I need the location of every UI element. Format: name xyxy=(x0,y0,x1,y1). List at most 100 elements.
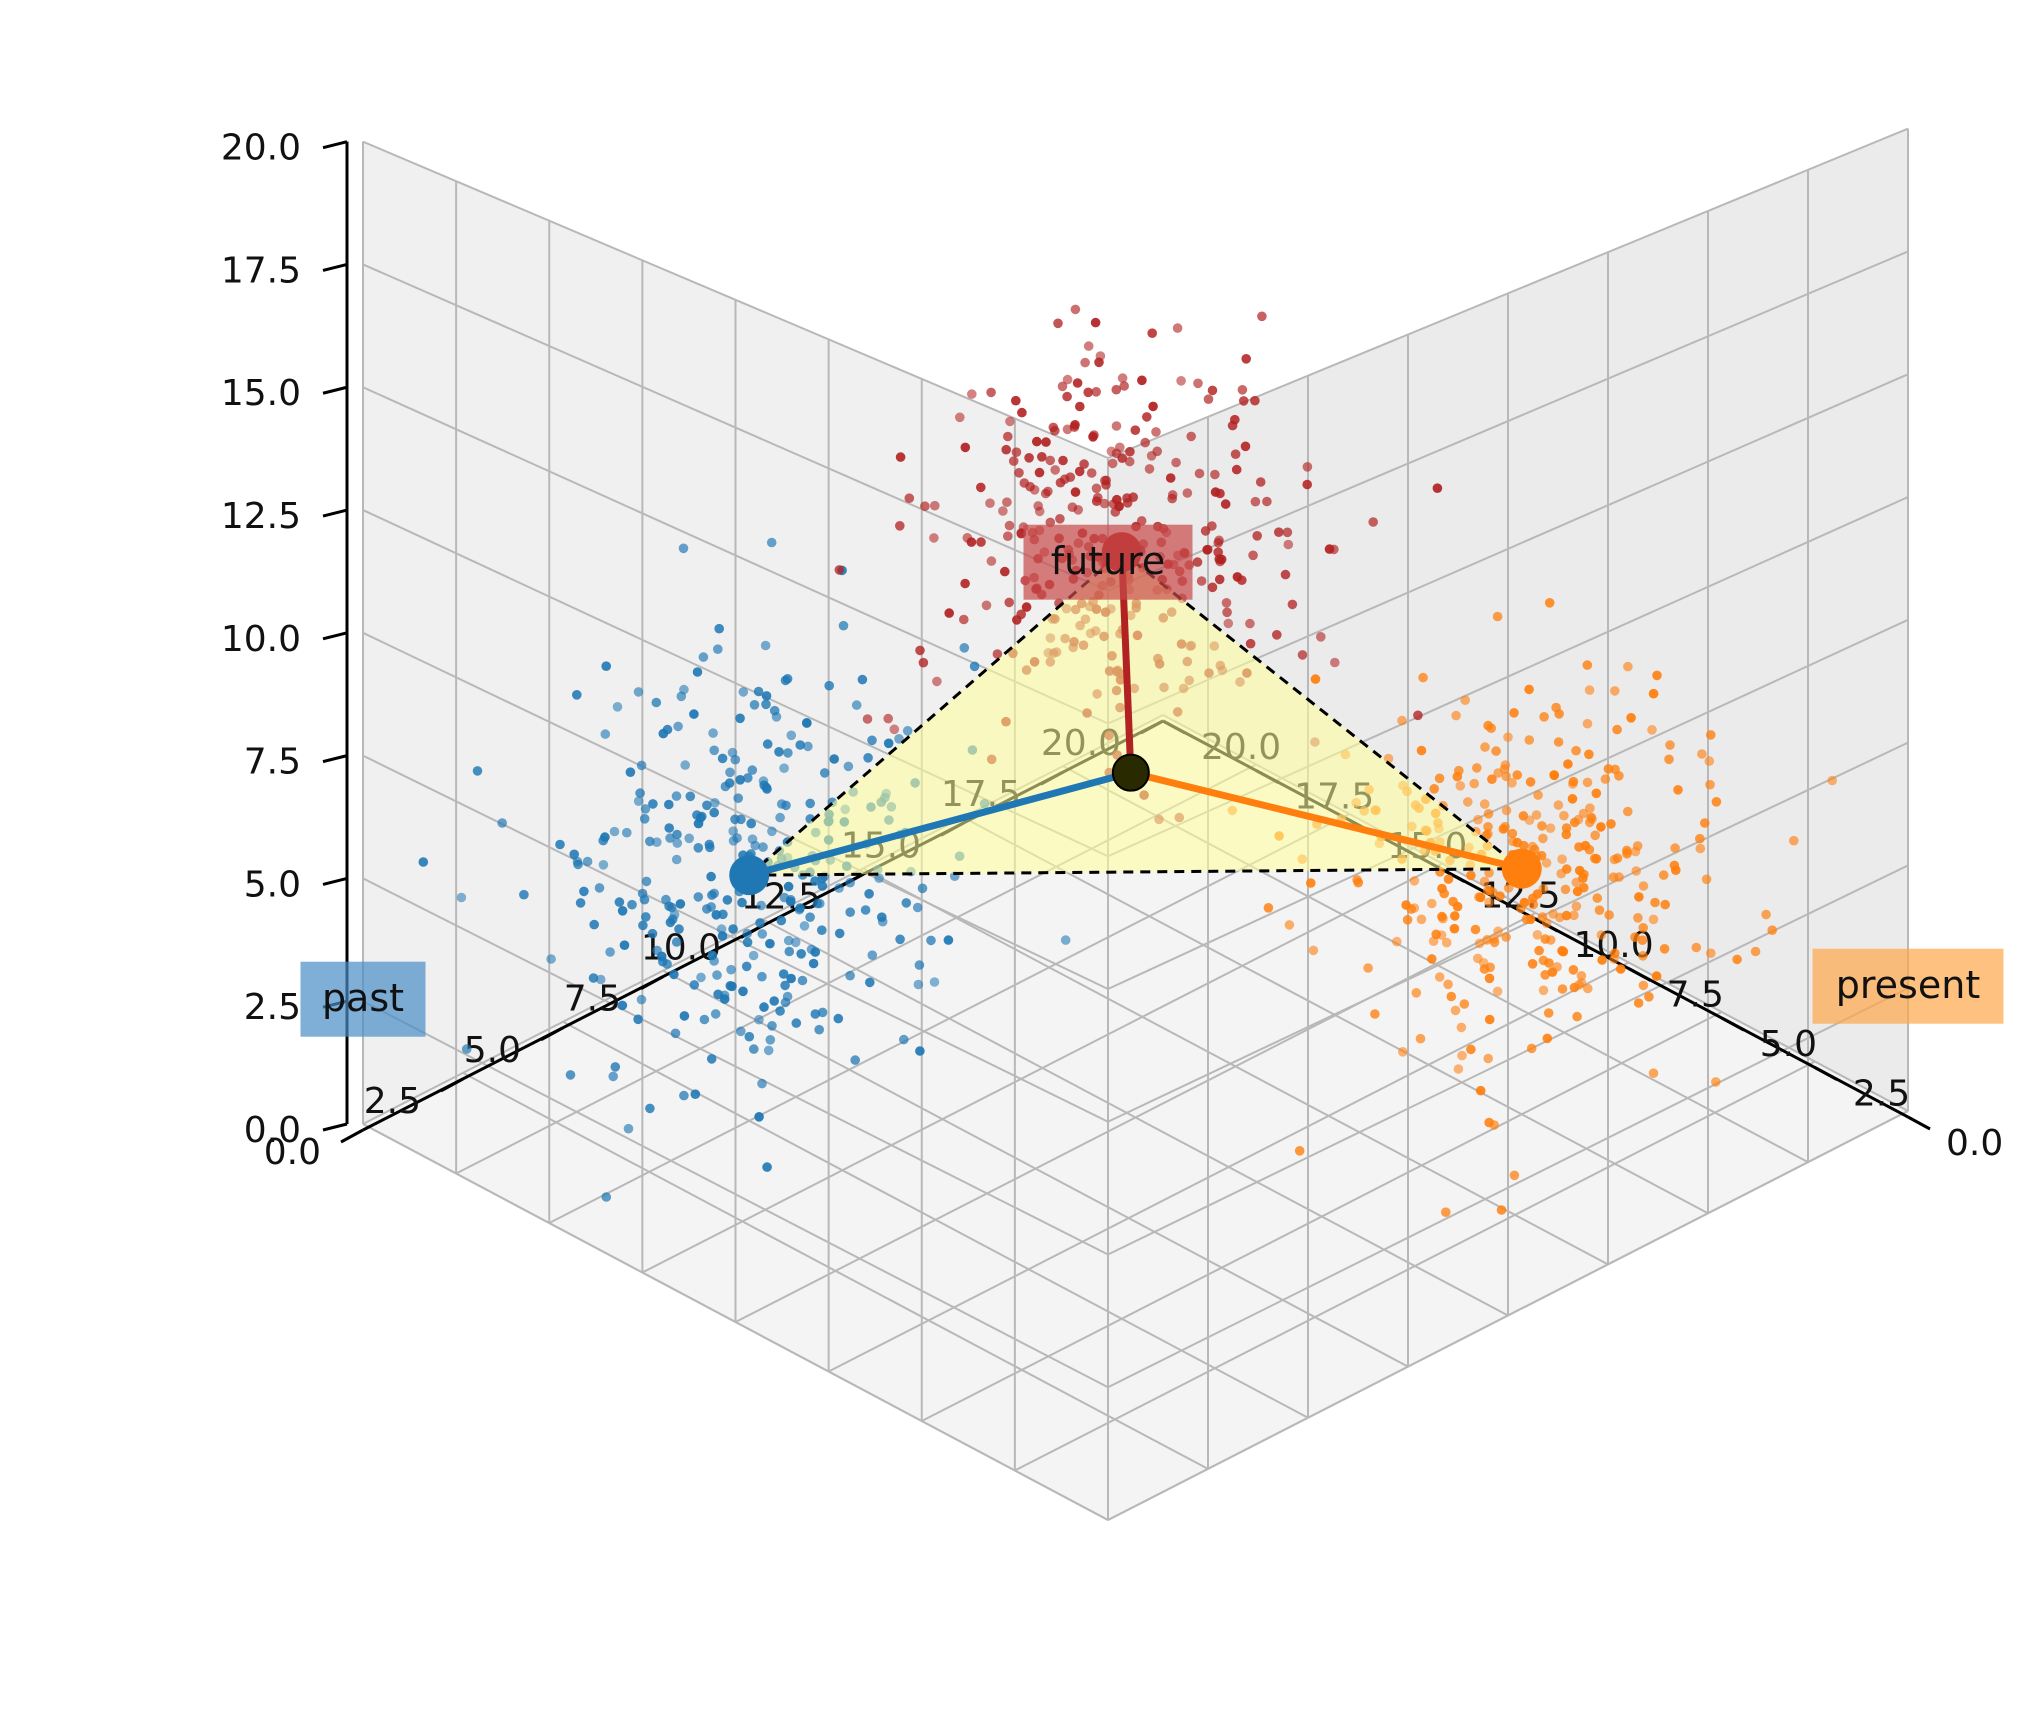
data-point-present xyxy=(1526,1043,1537,1054)
data-point-future xyxy=(1074,466,1085,477)
data-point-present xyxy=(1353,877,1364,888)
data-point-future xyxy=(1045,455,1055,466)
annotation-box-future xyxy=(1023,524,1193,600)
data-point-present xyxy=(1431,929,1441,940)
data-point-future xyxy=(1297,650,1308,660)
data-point-past xyxy=(779,763,789,773)
data-point-past xyxy=(710,1009,721,1019)
data-point-past xyxy=(617,1000,628,1011)
data-point-future xyxy=(1282,527,1293,538)
data-point-present xyxy=(1439,888,1449,899)
data-point-future xyxy=(1151,427,1161,437)
data-point-future xyxy=(889,724,900,735)
data-point-present xyxy=(1306,878,1316,888)
data-point-past xyxy=(728,836,739,846)
x-tick-label: 2.5 xyxy=(364,1081,421,1122)
data-point-future xyxy=(1125,446,1135,457)
z-tick-label: 5.0 xyxy=(244,864,301,905)
data-point-present xyxy=(1427,898,1437,909)
data-point-present xyxy=(1568,965,1579,975)
data-point-past xyxy=(761,691,772,701)
data-point-past xyxy=(617,906,628,916)
data-point-past xyxy=(899,1034,909,1045)
data-point-past xyxy=(845,970,855,981)
data-point-past xyxy=(759,1002,769,1012)
data-point-present xyxy=(1493,768,1503,778)
data-point-present xyxy=(1294,1146,1305,1156)
data-point-present xyxy=(1383,753,1394,764)
data-point-past xyxy=(815,898,825,909)
data-point-present xyxy=(1495,891,1505,901)
data-point-future xyxy=(1003,431,1013,442)
data-point-present xyxy=(1548,909,1558,919)
data-point-future xyxy=(1004,520,1015,531)
data-point-future xyxy=(1302,479,1312,490)
data-point-past xyxy=(757,1078,767,1089)
data-point-past xyxy=(575,898,586,908)
data-point-future xyxy=(1272,630,1282,640)
z-tick-label: 0.0 xyxy=(244,1110,301,1151)
y-tick-label: 5.0 xyxy=(1760,1024,1817,1065)
data-point-present xyxy=(1491,746,1501,756)
data-point-future xyxy=(1207,521,1217,531)
data-point-future xyxy=(998,506,1008,516)
data-point-future xyxy=(1147,328,1157,339)
data-point-past xyxy=(519,889,529,900)
gridline xyxy=(362,386,1109,725)
data-point-past xyxy=(776,915,787,926)
data-point-present xyxy=(1532,930,1543,940)
data-point-present xyxy=(1571,901,1582,912)
annotation-labels: past present future xyxy=(300,524,2004,1037)
data-point-past xyxy=(636,760,647,771)
data-point-past xyxy=(678,543,689,554)
data-point-future xyxy=(1186,431,1196,442)
data-point-future xyxy=(1192,557,1203,567)
data-point-past xyxy=(610,1062,621,1072)
gridline xyxy=(762,918,1509,1317)
data-point-past xyxy=(671,854,682,865)
data-point-present xyxy=(1563,759,1573,769)
data-point-present xyxy=(1670,843,1680,853)
data-point-future xyxy=(1238,396,1249,406)
data-point-past xyxy=(765,1035,776,1045)
data-point-past xyxy=(915,1046,925,1056)
data-point-present xyxy=(1606,819,1616,829)
data-point-past xyxy=(702,800,712,811)
data-point-past xyxy=(757,929,768,939)
data-point-future xyxy=(986,556,997,566)
data-point-past xyxy=(623,1123,634,1134)
data-point-present xyxy=(1450,1005,1461,1016)
data-point-past xyxy=(497,818,508,828)
data-point-future xyxy=(992,649,1003,659)
x-tick-mark xyxy=(540,1026,564,1042)
data-point-past xyxy=(755,918,765,928)
data-point-future xyxy=(1090,317,1101,328)
data-point-present xyxy=(1483,720,1493,731)
data-point-future xyxy=(1005,416,1015,427)
data-point-present xyxy=(1583,983,1593,994)
centroid-marker xyxy=(1111,753,1150,792)
data-point-present xyxy=(1441,937,1452,948)
data-point-past xyxy=(670,1028,681,1039)
data-point-past xyxy=(572,690,582,700)
data-point-present xyxy=(1459,999,1470,1009)
data-point-future xyxy=(1099,498,1110,509)
data-point-present xyxy=(1482,935,1492,945)
data-point-future xyxy=(1144,464,1155,474)
annotation-label-present: present xyxy=(1836,963,1980,1007)
data-point-present xyxy=(1503,732,1513,742)
data-point-present xyxy=(1443,979,1453,990)
data-point-future xyxy=(1000,566,1010,577)
data-point-past xyxy=(863,753,873,763)
data-point-past xyxy=(641,876,652,887)
data-point-past xyxy=(614,897,625,907)
data-point-future xyxy=(929,533,939,543)
data-point-past xyxy=(791,1018,802,1028)
data-point-past xyxy=(645,1103,655,1114)
data-point-future xyxy=(895,452,906,462)
data-point-future xyxy=(1207,385,1218,396)
data-point-present xyxy=(1457,1050,1467,1061)
data-point-past xyxy=(709,807,719,818)
data-point-present xyxy=(1553,800,1564,810)
data-point-future xyxy=(986,387,996,398)
